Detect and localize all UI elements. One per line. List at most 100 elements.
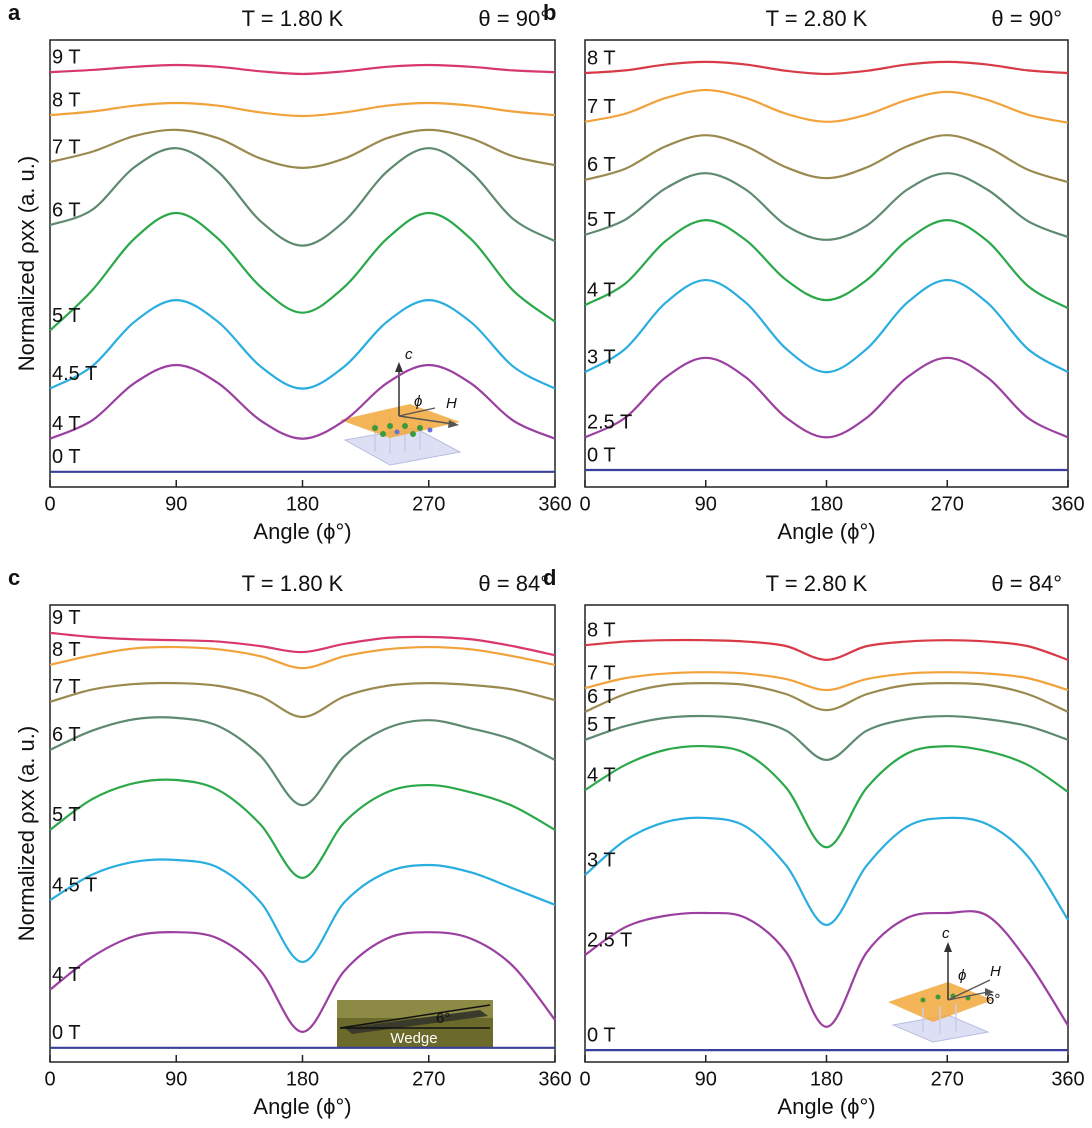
x-tick-label: 0 [44,493,55,515]
series-label: 2.5 T [587,929,632,951]
plot-frame [584,39,1069,488]
series-label: 3 T [587,346,616,368]
series-label: 8 T [52,89,81,111]
x-tick-label: 360 [1051,1068,1084,1090]
data-line [584,88,1069,124]
series-label: 7 T [587,662,616,684]
panel-letter: c [8,565,20,590]
series-label: 4.5 T [52,363,97,385]
series-label: 5 T [52,305,81,327]
data-line [49,778,556,879]
inset-label: 6° [986,991,1000,1008]
panel-letter: b [543,0,556,25]
data-line [584,910,1069,1028]
inset-label: H [446,395,457,412]
panel-title: T = 2.80 K [766,571,868,596]
inset-label: 6° [436,1010,450,1027]
data-line [49,631,556,657]
x-tick-label: 180 [810,1068,843,1090]
data-line [49,63,556,76]
data-line [584,671,1069,692]
data-line [584,744,1069,849]
series-label: 6 T [52,724,81,746]
x-tick-label: 180 [810,493,843,515]
plot-frame [49,604,556,1063]
data-line [49,931,556,1033]
data-line [49,858,556,964]
series-label: 6 T [587,154,616,176]
x-tick-label: 90 [165,1068,187,1090]
series-label: 9 T [52,46,81,68]
plot-frame [49,39,556,488]
x-tick-label: 360 [538,493,571,515]
y-axis-label: Normalized ρxx (a. u.) [14,156,39,371]
x-tick-label: 0 [579,1068,590,1090]
series-label: 7 T [587,96,616,118]
inset-label: ϕ [958,967,966,984]
x-tick-label: 0 [579,493,590,515]
series-label: 4 T [587,764,616,786]
x-tick-label: 270 [412,493,445,515]
data-line [49,211,556,332]
data-line [584,172,1069,241]
series-label: 8 T [587,47,616,69]
x-tick-label: 360 [538,1068,571,1090]
x-tick-label: 270 [412,1068,445,1090]
panel-subtitle: θ = 84° [991,571,1062,596]
inset-label: c [405,346,413,363]
x-tick-label: 0 [44,1068,55,1090]
series-label: 7 T [52,136,81,158]
x-axis-label: Angle (ϕ°) [777,519,875,544]
panel-title: T = 2.80 K [766,6,868,31]
series-label: 6 T [587,686,616,708]
data-line [584,816,1069,927]
inset-label: Wedge [390,1030,437,1047]
data-line [584,714,1069,762]
data-line [584,60,1069,76]
data-line [49,128,556,169]
series-label: 4 T [52,413,81,435]
series-label: 0 T [52,446,81,468]
data-line [584,278,1069,374]
inset-schematic [888,942,994,1043]
panel-subtitle: θ = 84° [478,571,549,596]
series-label: 8 T [52,639,81,661]
y-axis-label: Normalized ρxx (a. u.) [14,726,39,941]
series-label: 0 T [52,1022,81,1044]
x-tick-label: 90 [165,493,187,515]
x-tick-label: 270 [931,493,964,515]
panel-letter: a [8,0,21,25]
data-line [584,356,1069,439]
series-label: 2.5 T [587,412,632,434]
data-line [49,101,556,118]
panel-subtitle: θ = 90° [991,6,1062,31]
series-label: 6 T [52,199,81,221]
series-label: 4 T [587,279,616,301]
data-line [49,716,556,807]
series-label: 3 T [587,849,616,871]
data-line [49,299,556,390]
series-label: 5 T [587,209,616,231]
x-axis-label: Angle (ϕ°) [777,1094,875,1119]
panel-title: T = 1.80 K [242,6,344,31]
series-label: 0 T [587,444,616,466]
x-axis-label: Angle (ϕ°) [253,519,351,544]
inset-label: c [942,925,950,942]
data-line [584,134,1069,184]
series-label: 5 T [587,714,616,736]
x-tick-label: 180 [286,1068,319,1090]
x-tick-label: 360 [1051,493,1084,515]
data-line [584,219,1069,310]
panel-title: T = 1.80 K [242,571,344,596]
data-line [49,147,556,247]
series-label: 4.5 T [52,875,97,897]
data-line [49,363,556,440]
panel-subtitle: θ = 90° [478,6,549,31]
data-line [49,681,556,719]
x-tick-label: 90 [695,493,717,515]
data-line [584,682,1069,713]
x-tick-label: 270 [931,1068,964,1090]
x-tick-label: 90 [695,1068,717,1090]
plot-frame [584,604,1069,1063]
